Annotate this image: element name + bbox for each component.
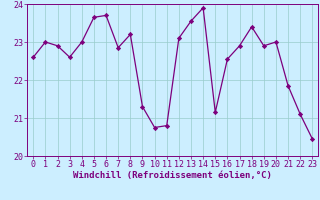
X-axis label: Windchill (Refroidissement éolien,°C): Windchill (Refroidissement éolien,°C) <box>73 171 272 180</box>
